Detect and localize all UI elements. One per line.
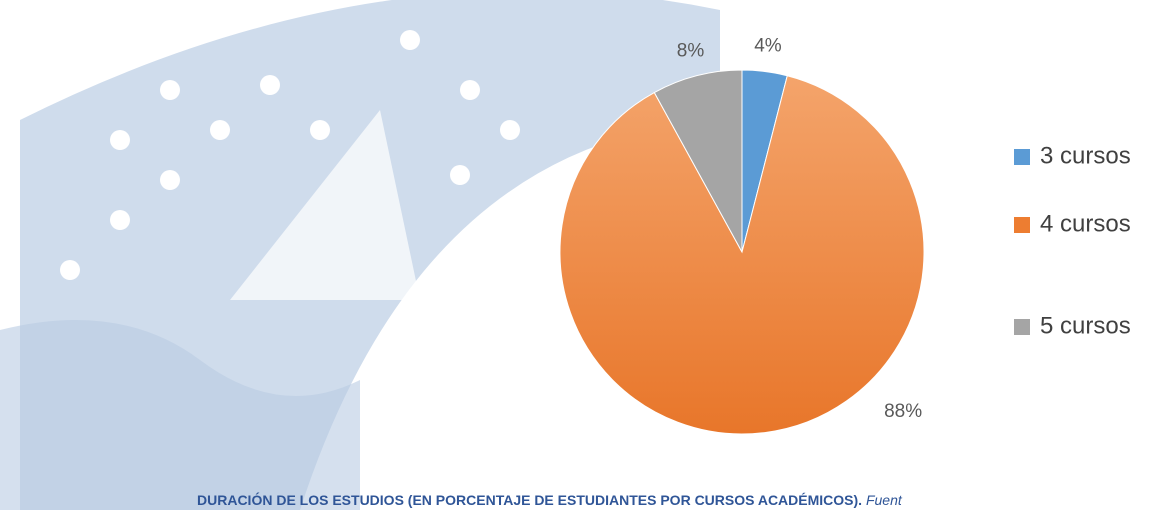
caption: DURACIÓN DE LOS ESTUDIOS (EN PORCENTAJE … xyxy=(197,491,903,508)
legend-marker xyxy=(1014,217,1030,233)
legend-marker xyxy=(1014,319,1030,335)
caption-source: Fuent xyxy=(866,492,903,508)
pie xyxy=(560,70,924,434)
data-label: 4% xyxy=(754,36,782,57)
legend-label: 5 cursos xyxy=(1040,312,1131,339)
legend-label: 3 cursos xyxy=(1040,142,1131,169)
legend-label: 4 cursos xyxy=(1040,210,1131,237)
caption-title: DURACIÓN DE LOS ESTUDIOS (EN PORCENTAJE … xyxy=(197,491,862,508)
data-label: 8% xyxy=(677,41,705,62)
data-label: 88% xyxy=(884,401,922,422)
chart: 3 cursos 4 cursos 5 cursos DURACIÓN DE LOS… xyxy=(0,0,1162,510)
legend: 3 cursos 4 cursos 5 cursos xyxy=(1014,142,1131,339)
legend-marker xyxy=(1014,149,1030,165)
